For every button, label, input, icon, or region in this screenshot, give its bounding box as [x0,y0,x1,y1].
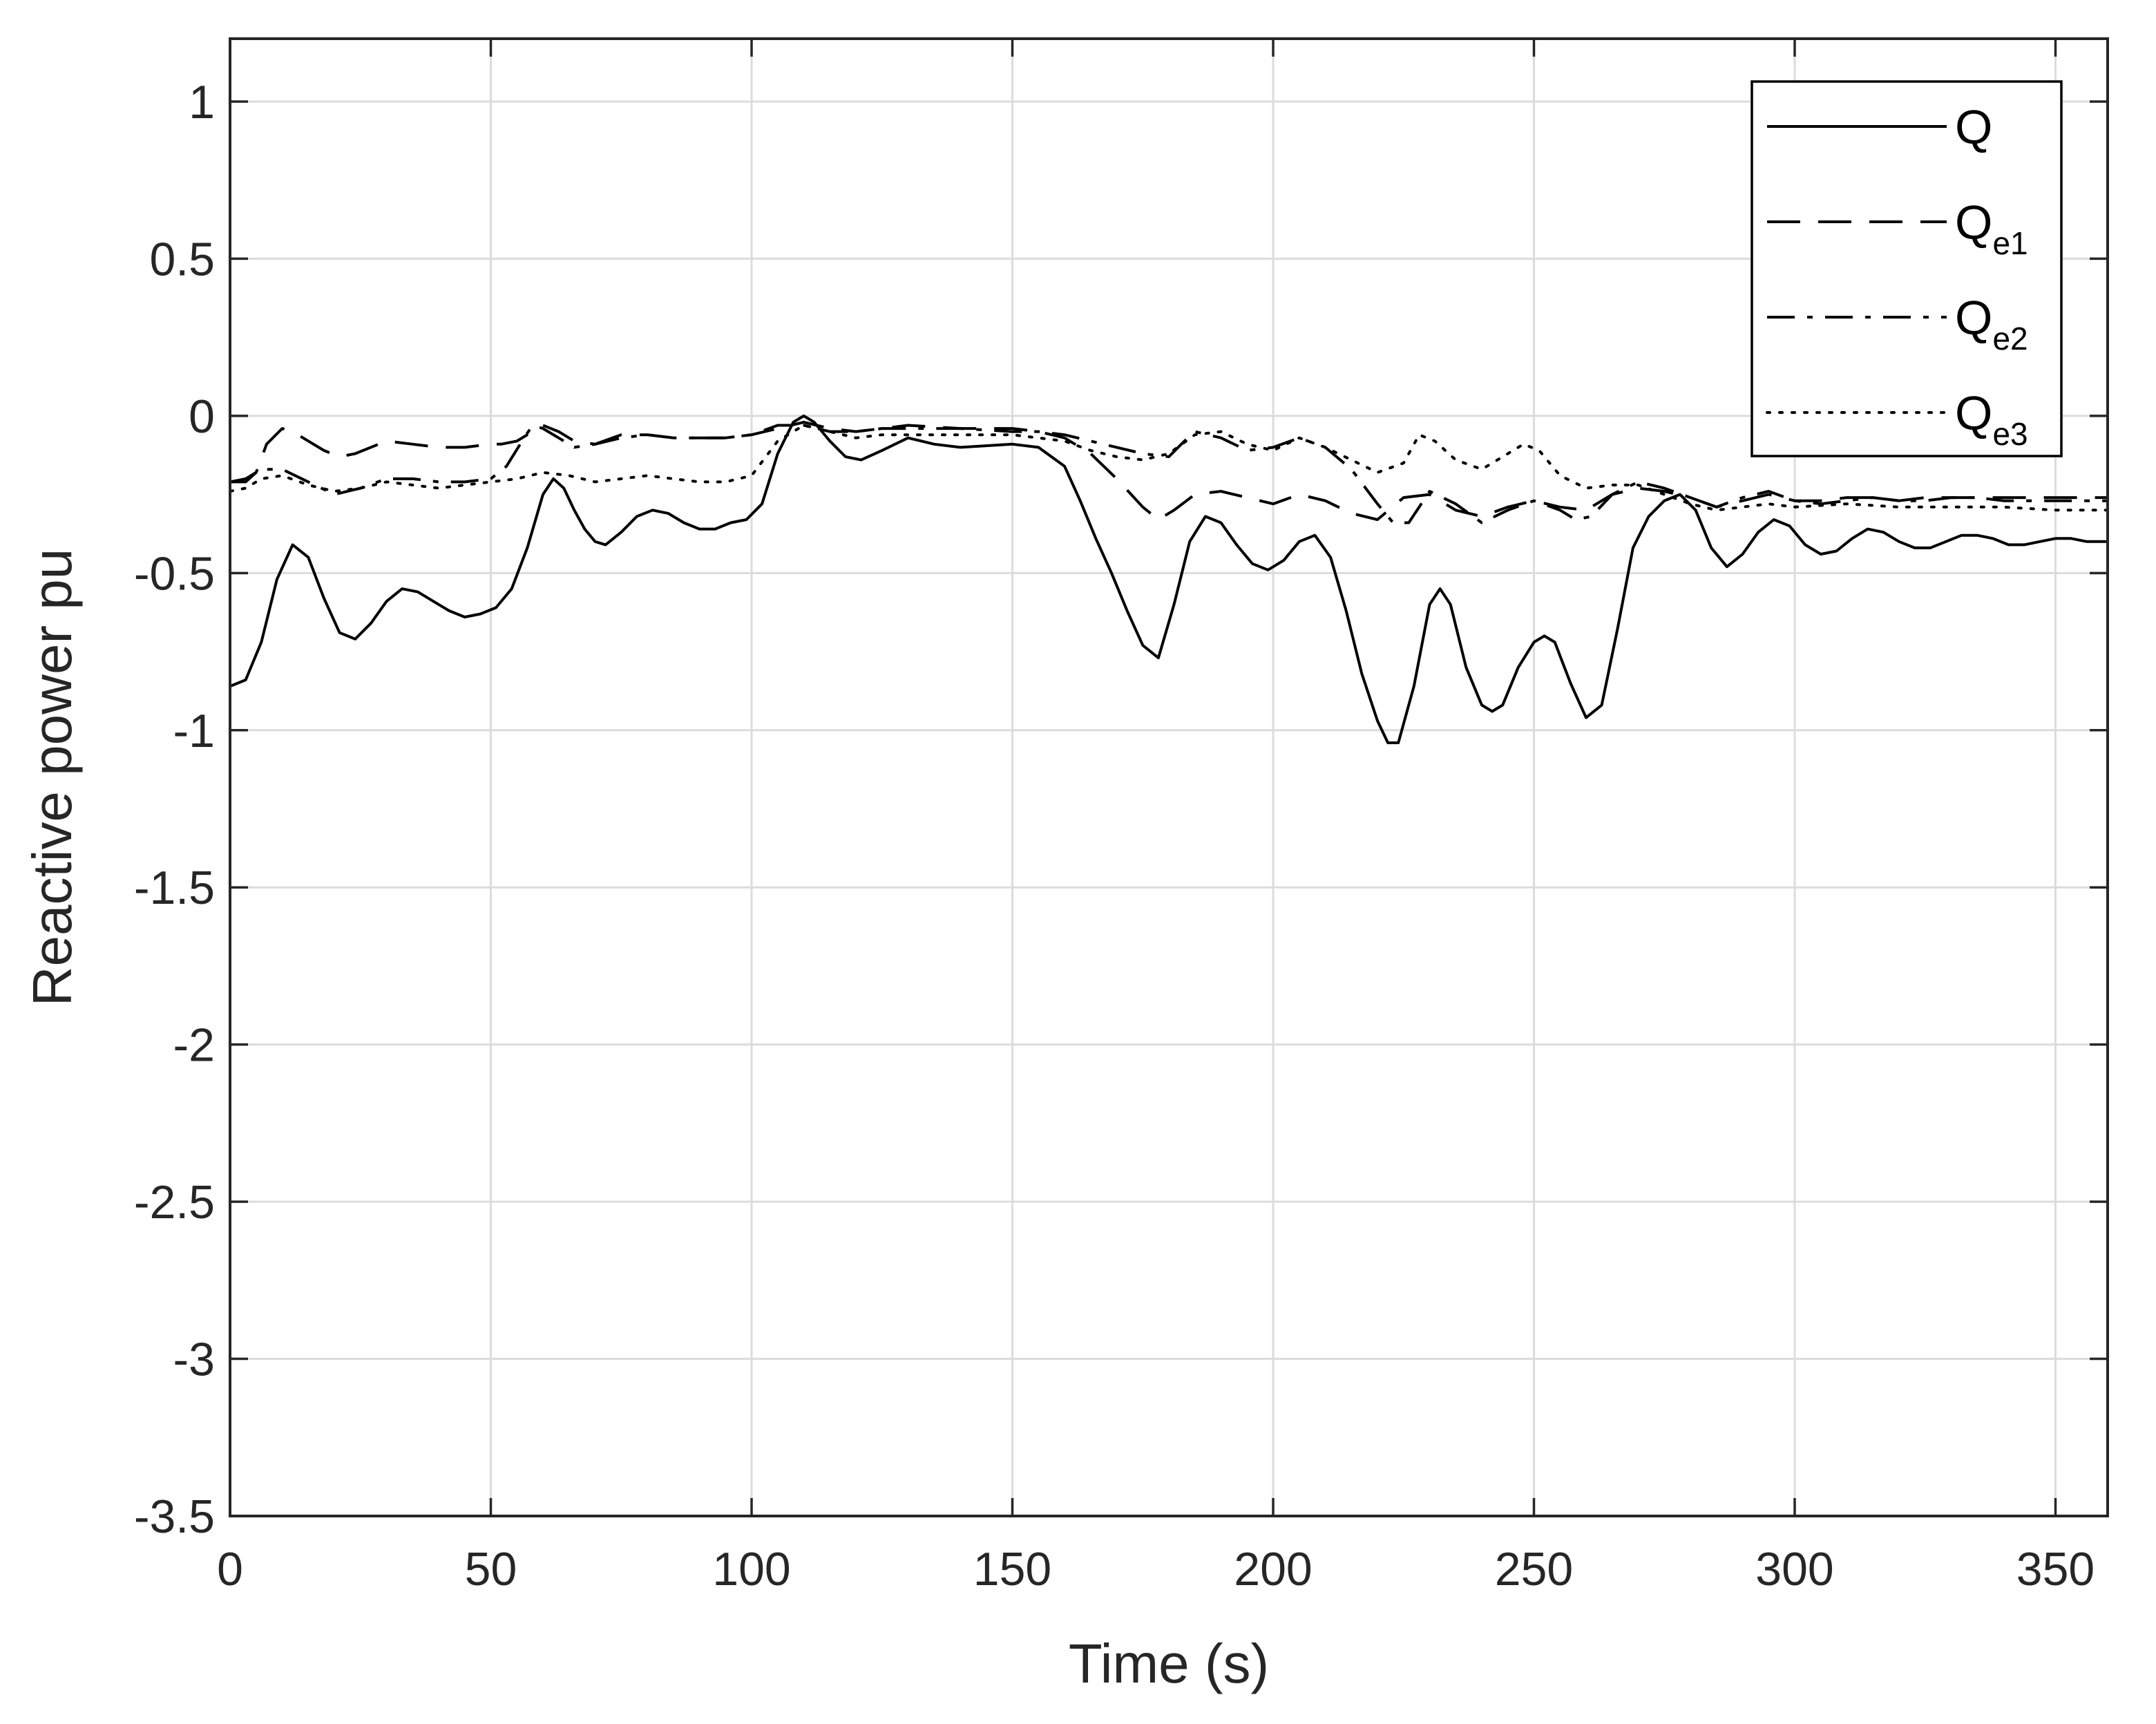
y-tick-label: 1 [189,76,215,129]
y-tick-label: -0.5 [134,547,215,600]
y-tick-label: 0 [189,390,215,443]
series-layer [230,414,2108,744]
x-tick-label: 200 [1234,1543,1312,1595]
y-tick-label: -3.5 [134,1490,215,1543]
grid [229,39,2108,1517]
y-tick-label: -2 [173,1019,215,1072]
ticks: 0 50 100 150 200 250 300 350 1 0.5 0 -0.5 -1 -1.5 -2 -2… [134,39,2108,1595]
legend-entry-qe3: Qe3 [1955,386,2028,452]
x-tick-label: 300 [1755,1543,1833,1595]
y-tick-label: -1 [173,705,215,757]
x-tick-label: 100 [712,1543,790,1595]
plot-frame [229,37,2109,1517]
x-axis-label: Time (s) [1069,1633,1269,1694]
x-tick-label: 350 [2016,1543,2095,1595]
legend-entry-qe1: Qe1 [1955,196,2028,261]
series-line-q [230,414,2108,744]
y-tick-label: 0.5 [149,233,215,285]
x-tick-label: 0 [217,1543,243,1595]
legend: Q Qe1 Qe2 Qe3 [1750,80,2063,457]
legend-entry-q: Q [1955,100,1992,154]
x-tick-label: 250 [1495,1543,1573,1595]
y-tick-label: -2.5 [134,1176,215,1229]
series-line-qe3 [230,424,2108,512]
x-tick-label: 150 [973,1543,1051,1595]
y-axis-label: Reactive power pu [21,549,83,1007]
legend-box [1750,80,2063,457]
series-line-qe1 [230,421,2108,521]
legend-entry-qe2: Qe2 [1955,291,2028,357]
y-tick-label: -1.5 [134,862,215,914]
y-tick-label: -3 [173,1334,215,1386]
x-tick-label: 50 [465,1543,517,1595]
